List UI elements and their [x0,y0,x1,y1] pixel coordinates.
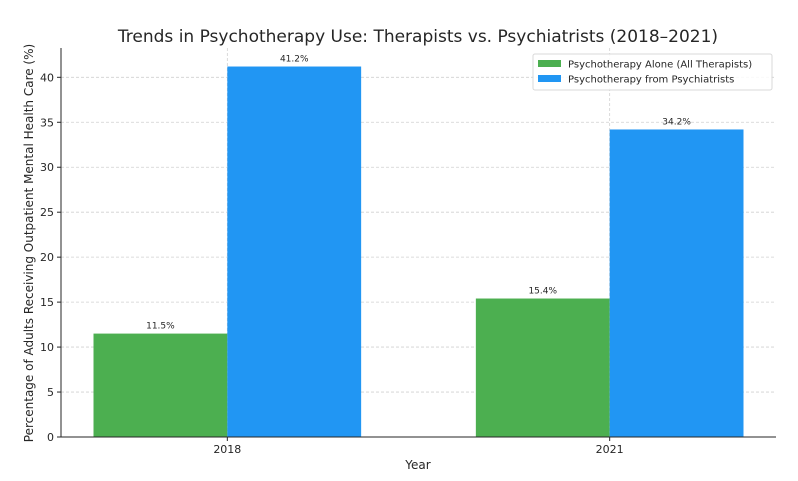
legend-swatch [538,75,561,82]
y-tick-label: 25 [40,206,54,219]
x-tick-label: 2018 [213,443,241,456]
legend: Psychotherapy Alone (All Therapists) Psyc… [532,53,773,91]
legend-swatch [538,60,561,67]
legend-box [532,53,773,91]
bar-2021-series-0 [475,298,610,437]
y-tick-label: 0 [47,431,54,444]
x-tick-label: 2021 [596,443,624,456]
y-tick-label: 30 [40,161,54,174]
data-label: 15.4% [528,287,557,297]
bars [93,66,744,438]
y-tick-label: 20 [40,251,54,264]
y-tick-label: 40 [40,71,54,84]
y-tick-label: 35 [40,116,54,129]
legend-label: Psychotherapy Alone (All Therapists) [568,60,752,71]
y-axis-label: Percentage of Adults Receiving Outpatien… [22,44,36,442]
y-tick-label: 5 [47,386,54,399]
data-label: 41.2% [280,55,309,65]
data-labels: 11.5% 15.4% 41.2% 34.2% [146,55,691,332]
y-tick-label: 15 [40,296,54,309]
data-label: 34.2% [662,117,691,127]
bar-2018-series-0 [93,333,228,437]
x-axis-label: Year [404,458,430,472]
data-label: 11.5% [146,322,175,332]
bar-2021-series-1 [609,129,744,437]
axes: 0 5 10 15 20 25 30 35 40 2018 2021 [40,48,776,456]
chart-title: Trends in Psychotherapy Use: Therapists … [117,27,718,47]
y-tick-label: 10 [40,341,54,354]
bar-2018-series-1 [227,66,362,438]
legend-label: Psychotherapy from Psychiatrists [568,75,734,86]
